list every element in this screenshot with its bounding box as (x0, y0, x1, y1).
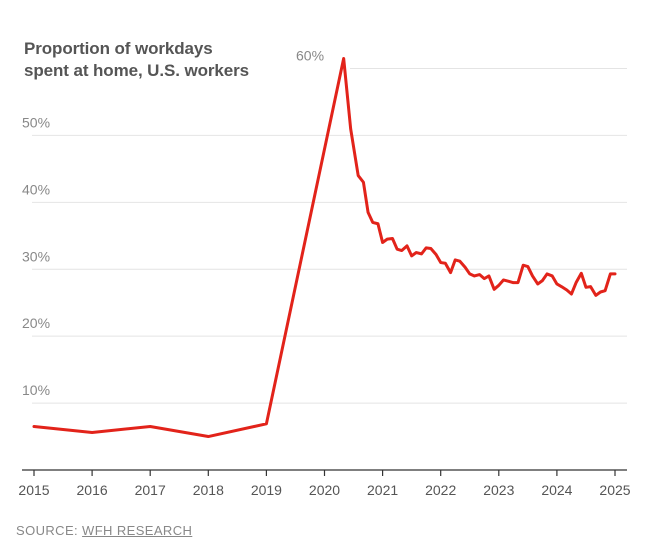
x-tick-label: 2017 (135, 482, 166, 498)
chart-title-line-2: spent at home, U.S. workers (24, 61, 249, 80)
x-tick-label: 2015 (18, 482, 49, 498)
x-axis-ticks: 2015 2016 2017 2018 2019 2020 2021 2022 2023 2024… (18, 470, 631, 498)
series-line (32, 56, 617, 439)
x-tick-label: 2020 (309, 482, 340, 498)
x-tick-label: 2016 (77, 482, 108, 498)
x-tick-label: 2018 (193, 482, 224, 498)
y-tick-label: 60% (296, 48, 324, 64)
line-chart: 10%20%30%40%50%60% 2015 2016 2017 2018 2019 2… (18, 48, 631, 499)
source-link[interactable]: WFH RESEARCH (82, 523, 193, 538)
x-tick-label: 2024 (541, 482, 572, 498)
source-prefix: SOURCE: (16, 523, 83, 538)
y-tick-label: 30% (22, 248, 50, 264)
x-tick-label: 2022 (425, 482, 456, 498)
source-note: SOURCE: WFH RESEARCH (16, 523, 192, 538)
x-tick-label: 2023 (483, 482, 514, 498)
y-tick-label: 50% (22, 114, 50, 130)
x-tick-label: 2021 (367, 482, 398, 498)
chart-title-line-1: Proportion of workdays (24, 39, 213, 58)
y-axis-ticks: 10% 20% 30% 40% 50% 60% (22, 48, 324, 399)
y-tick-label: 10% (22, 382, 50, 398)
y-tick-label: 40% (22, 181, 50, 197)
x-tick-label: 2019 (251, 482, 282, 498)
y-tick-label: 20% (22, 315, 50, 331)
chart-title: Proportion of workdays spent at home, U.… (24, 38, 324, 82)
x-tick-label: 2025 (599, 482, 630, 498)
